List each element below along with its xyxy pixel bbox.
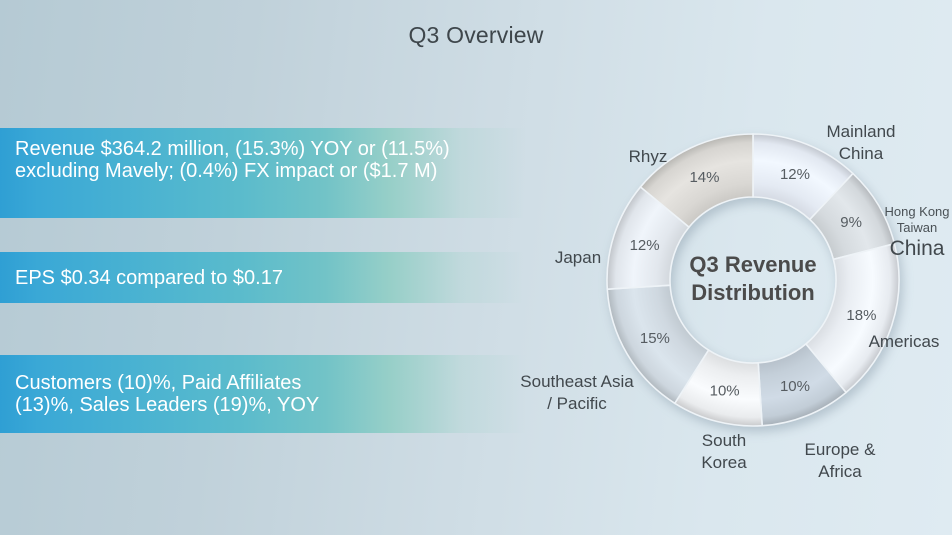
donut-center-title: Q3 Revenue Distribution [633, 251, 873, 307]
label-southeast-asia-pacific: Southeast Asia / Pacific [520, 372, 634, 413]
eps-text: EPS $0.34 compared to $0.17 [15, 266, 283, 289]
label-mainland-china: Mainland China [826, 122, 896, 163]
highlight-bar-revenue: Revenue $364.2 million, (15.3%) YOY or (… [0, 128, 542, 218]
label-europe-africa: Europe & Africa [804, 440, 876, 481]
label-south-korea: South Korea [701, 431, 747, 472]
label-rhyz: Rhyz [628, 147, 668, 166]
slide-title: Q3 Overview [408, 22, 544, 48]
label-americas: Americas [868, 332, 940, 351]
highlight-bar-customers: Customers (10)%, Paid Affiliates (13)%, … [0, 355, 542, 433]
donut-percent-label-7: 12% [630, 237, 660, 254]
label-hong-kong-taiwan-china: Hong Kong Taiwan China [884, 204, 950, 260]
donut-percent-label-6: 15% [640, 330, 670, 347]
donut-title-line1: Q3 Revenue [689, 252, 817, 277]
donut-percent-label-3: 18% [846, 307, 876, 324]
donut-percent-label-2: 9% [840, 214, 862, 231]
revenue-text-line2: excluding Mavely; (0.4%) FX impact or ($… [15, 160, 438, 182]
donut-percent-label-1: 12% [780, 166, 810, 183]
donut-percent-label-5: 10% [710, 382, 740, 399]
donut-segment-8 [639, 133, 754, 229]
customers-text-line1: Customers (10)%, Paid Affiliates [15, 372, 302, 394]
donut-percent-label-8: 14% [689, 169, 719, 186]
donut-percent-label-4: 10% [780, 378, 810, 395]
highlight-bar-eps: EPS $0.34 compared to $0.17 [0, 252, 542, 303]
label-japan: Japan [554, 248, 602, 267]
revenue-text-line1: Revenue $364.2 million, (15.3%) YOY or (… [15, 138, 450, 160]
customers-text-line2: (13)%, Sales Leaders (19)%, YOY [15, 394, 320, 416]
donut-title-line2: Distribution [691, 280, 815, 305]
